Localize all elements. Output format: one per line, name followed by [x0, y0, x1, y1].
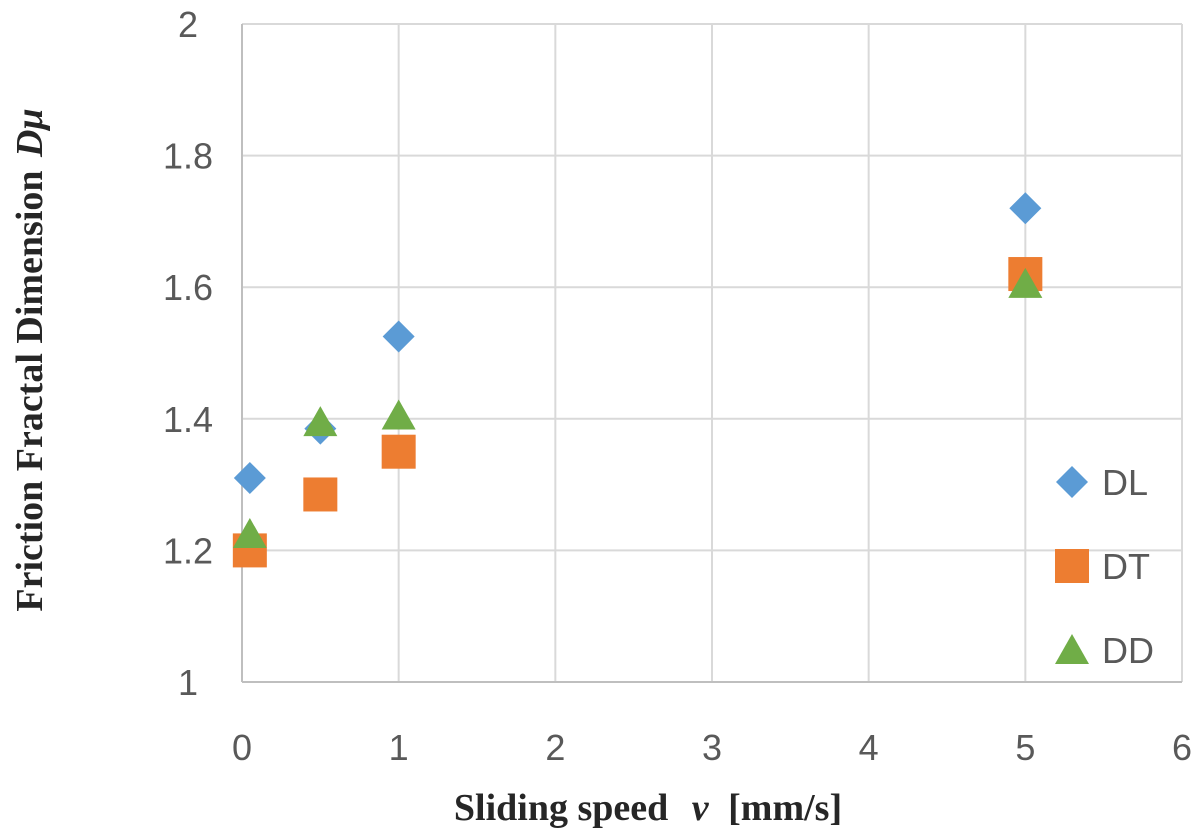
data-point-dl	[1009, 192, 1042, 225]
data-point-dt	[303, 477, 338, 512]
x-axis-unit: [mm/s]	[728, 787, 842, 829]
legend-marker-dt	[1055, 549, 1089, 583]
legend-label-dt: DT	[1102, 546, 1150, 587]
x-tick-label: 0	[232, 727, 252, 768]
axes	[241, 24, 1182, 683]
legend-marker-dl	[1056, 466, 1088, 498]
x-axis-variable: v	[692, 787, 710, 829]
y-axis-title-text: Friction Fractal Dimension	[9, 170, 51, 611]
legend-item-dl: DL	[1056, 462, 1148, 503]
legend-label-dl: DL	[1102, 462, 1148, 503]
legend-label-dd: DD	[1102, 630, 1154, 671]
legend-item-dd: DD	[1055, 630, 1154, 671]
data-series	[232, 192, 1043, 568]
x-axis-title-text: Sliding speed	[454, 787, 668, 829]
data-point-dt	[381, 434, 416, 469]
series-dl	[233, 192, 1042, 495]
y-tick-label: 1.4	[163, 399, 213, 440]
legend-marker-dd	[1055, 634, 1089, 664]
y-tick-label: 1.6	[163, 267, 213, 308]
y-tick-label: 1.2	[163, 530, 213, 571]
legend-item-dt: DT	[1055, 546, 1150, 587]
data-point-dl	[233, 462, 266, 495]
series-dd	[232, 267, 1043, 548]
data-point-dl	[382, 320, 415, 353]
x-tick-label: 5	[1015, 727, 1035, 768]
data-point-dd	[232, 517, 267, 548]
grid	[242, 23, 1183, 682]
y-axis-title: Friction Fractal Dimension Dμ	[9, 108, 51, 611]
y-tick-label: 2	[178, 4, 198, 45]
data-point-dd	[381, 399, 416, 430]
data-point-dd	[1008, 267, 1043, 298]
y-tick-label: 1.8	[163, 136, 213, 177]
x-tick-label: 1	[389, 727, 409, 768]
x-tick-label: 2	[545, 727, 565, 768]
x-tick-label: 4	[859, 727, 879, 768]
x-axis-title: Sliding speed v [mm/s]	[454, 787, 842, 829]
series-dt	[232, 257, 1043, 568]
y-axis-variable: Dμ	[9, 108, 51, 158]
x-tick-label: 6	[1172, 727, 1192, 768]
tick-labels: 0 1 2 3 4 5 611.21.41.61.82	[163, 4, 1192, 768]
legend: DL DT DD	[1055, 462, 1154, 671]
data-point-dd	[303, 406, 338, 437]
x-tick-label: 3	[702, 727, 722, 768]
y-tick-label: 1	[178, 662, 198, 703]
